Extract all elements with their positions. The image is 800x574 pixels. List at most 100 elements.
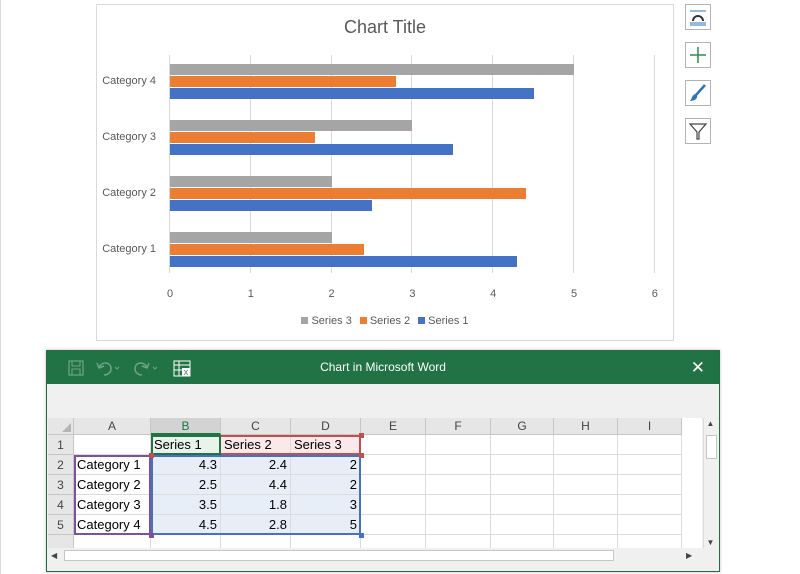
cell-d1[interactable]: Series 3: [291, 435, 361, 455]
cell-h2[interactable]: [554, 455, 618, 475]
cell-i6[interactable]: [618, 535, 682, 548]
cell-f4[interactable]: [426, 495, 491, 515]
bar-series-3-category-4[interactable]: [170, 64, 574, 75]
range-resize-handle[interactable]: [359, 453, 364, 458]
range-resize-handle[interactable]: [359, 533, 364, 538]
cell-b4[interactable]: 3.5: [151, 495, 221, 515]
cell-e3[interactable]: [361, 475, 426, 495]
cell-g5[interactable]: [491, 515, 554, 535]
legend-item[interactable]: Series 3: [301, 315, 352, 327]
cell-f2[interactable]: [426, 455, 491, 475]
cell-h3[interactable]: [554, 475, 618, 495]
cell-i1[interactable]: [618, 435, 682, 455]
cell-c5[interactable]: 2.8: [221, 515, 291, 535]
cell-d5[interactable]: 5: [291, 515, 361, 535]
undo-icon[interactable]: [95, 359, 121, 377]
cell-a6[interactable]: [74, 535, 151, 548]
row-header-1[interactable]: 1: [48, 435, 74, 455]
cell-g3[interactable]: [491, 475, 554, 495]
column-header-i[interactable]: I: [618, 418, 682, 435]
cell-h1[interactable]: [554, 435, 618, 455]
save-icon[interactable]: [67, 359, 85, 377]
bar-series-2-category-3[interactable]: [170, 132, 316, 143]
cell-a1[interactable]: [74, 435, 151, 455]
cell-i3[interactable]: [618, 475, 682, 495]
cell-h5[interactable]: [554, 515, 618, 535]
horizontal-scrollbar[interactable]: ◀ ▶: [48, 548, 700, 564]
column-header-a[interactable]: A: [74, 418, 151, 435]
cell-g2[interactable]: [491, 455, 554, 475]
column-header-g[interactable]: G: [491, 418, 554, 435]
cell-i4[interactable]: [618, 495, 682, 515]
row-header[interactable]: [48, 535, 74, 548]
column-header-f[interactable]: F: [426, 418, 491, 435]
bar-series-2-category-2[interactable]: [170, 188, 526, 199]
chart-styles-button[interactable]: [685, 80, 711, 106]
cell-g4[interactable]: [491, 495, 554, 515]
chart-legend[interactable]: Series 3 Series 2 Series 1: [97, 315, 673, 327]
scroll-up-arrow[interactable]: ▲: [706, 419, 715, 428]
cell-c6[interactable]: [221, 535, 291, 548]
column-header-c[interactable]: C: [221, 418, 291, 435]
spreadsheet-grid[interactable]: A B C D E F G H I 1 2 3 4 5 Series 1 Series 2 Series 3 Ca…: [48, 418, 702, 548]
row-header-4[interactable]: 4: [48, 495, 74, 515]
cell-d6[interactable]: [291, 535, 361, 548]
cell-b6[interactable]: [151, 535, 221, 548]
cell-f1[interactable]: [426, 435, 491, 455]
cell-b3[interactable]: 2.5: [151, 475, 221, 495]
chart-elements-button[interactable]: [685, 42, 711, 68]
bar-series-3-category-3[interactable]: [170, 120, 413, 131]
cell-c4[interactable]: 1.8: [221, 495, 291, 515]
window-title-bar[interactable]: X Chart in Microsoft Word ✕: [47, 351, 719, 384]
select-all-corner[interactable]: [48, 418, 74, 435]
row-header-5[interactable]: 5: [48, 515, 74, 535]
cell-a3[interactable]: Category 2: [74, 475, 151, 495]
bar-series-3-category-2[interactable]: [170, 176, 332, 187]
cell-d4[interactable]: 3: [291, 495, 361, 515]
bar-series-1-category-2[interactable]: [170, 200, 372, 211]
cell-b2[interactable]: 4.3: [151, 455, 221, 475]
cell-f5[interactable]: [426, 515, 491, 535]
cell-f3[interactable]: [426, 475, 491, 495]
layout-options-button[interactable]: [685, 4, 711, 30]
cell-a5[interactable]: Category 4: [74, 515, 151, 535]
bar-series-1-category-3[interactable]: [170, 144, 453, 155]
range-resize-handle[interactable]: [359, 433, 364, 438]
cell-e5[interactable]: [361, 515, 426, 535]
column-header-d[interactable]: D: [291, 418, 361, 435]
horizontal-scroll-thumb[interactable]: [64, 550, 614, 561]
cell-e2[interactable]: [361, 455, 426, 475]
cell-c1[interactable]: Series 2: [221, 435, 291, 455]
chart-filters-button[interactable]: [685, 118, 711, 144]
cell-e1[interactable]: [361, 435, 426, 455]
scroll-left-arrow[interactable]: ◀: [51, 551, 58, 560]
chart-area[interactable]: Chart Title Series 3 Series 2 Series 1 0 1 2…: [96, 4, 674, 341]
cell-h6[interactable]: [554, 535, 618, 548]
cell-d3[interactable]: 2: [291, 475, 361, 495]
cell-a4[interactable]: Category 3: [74, 495, 151, 515]
close-button[interactable]: ✕: [690, 358, 705, 377]
cell-e6[interactable]: [361, 535, 426, 548]
cell-b5[interactable]: 4.5: [151, 515, 221, 535]
scroll-right-arrow[interactable]: ▶: [686, 551, 693, 560]
cell-c3[interactable]: 4.4: [221, 475, 291, 495]
cell-b1[interactable]: Series 1: [151, 435, 221, 455]
cell-c2[interactable]: 2.4: [221, 455, 291, 475]
cell-g1[interactable]: [491, 435, 554, 455]
row-header-2[interactable]: 2: [48, 455, 74, 475]
vertical-scrollbar[interactable]: ▲ ▼: [703, 418, 717, 548]
edit-data-in-excel-icon[interactable]: X: [173, 359, 191, 377]
scroll-down-arrow[interactable]: ▼: [706, 538, 715, 547]
vertical-scroll-thumb[interactable]: [706, 435, 717, 459]
cell-i2[interactable]: [618, 455, 682, 475]
column-header-h[interactable]: H: [554, 418, 618, 435]
bar-series-2-category-1[interactable]: [170, 244, 364, 255]
bar-series-1-category-4[interactable]: [170, 88, 534, 99]
column-header-b[interactable]: B: [151, 418, 221, 435]
bar-series-1-category-1[interactable]: [170, 256, 518, 267]
bar-series-2-category-4[interactable]: [170, 76, 397, 87]
redo-icon[interactable]: [133, 359, 159, 377]
cell-d2[interactable]: 2: [291, 455, 361, 475]
cell-g6[interactable]: [491, 535, 554, 548]
